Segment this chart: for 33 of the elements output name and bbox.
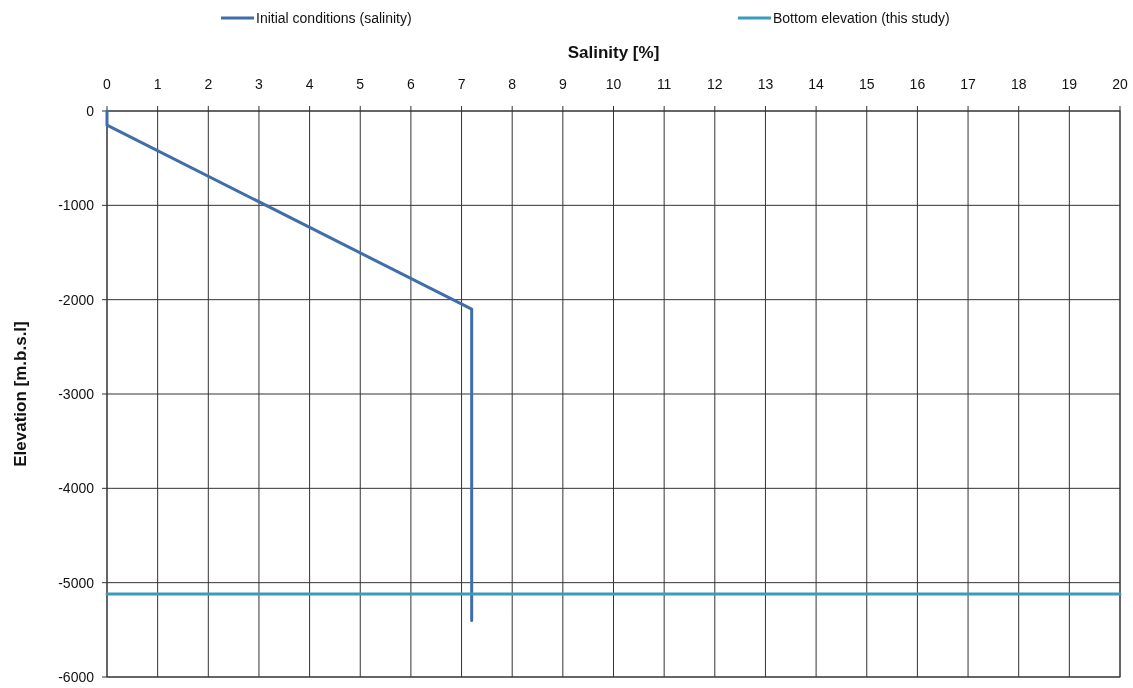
x-tick-label: 10 <box>605 76 622 92</box>
x-tick-label: 0 <box>103 76 112 92</box>
y-tick-label: -1000 <box>58 197 95 214</box>
y-tick-label: 0 <box>86 103 95 119</box>
y-tick-label: -3000 <box>58 386 95 402</box>
x-tick-label: 9 <box>558 76 567 92</box>
x-tick-label: 7 <box>457 76 466 92</box>
legend-label: Bottom elevation (this study) <box>773 10 950 26</box>
x-tick-label: 3 <box>255 76 264 92</box>
y-tick-label: -5000 <box>58 574 95 591</box>
legend-label: Initial conditions (salinity) <box>256 10 412 26</box>
x-tick-label: 13 <box>757 76 774 92</box>
x-tick-label: 15 <box>858 76 875 92</box>
x-tick-label: 1 <box>153 76 162 92</box>
y-tick-label: -2000 <box>58 291 95 308</box>
x-axis-title: Salinity [%] <box>567 43 660 62</box>
x-tick-label: 20 <box>1112 76 1128 92</box>
x-tick-label: 5 <box>356 76 365 92</box>
x-tick-label: 18 <box>1010 76 1027 92</box>
x-tick-label: 14 <box>808 76 825 92</box>
y-axis-title: Elevation [m.b.s.l] <box>11 321 30 467</box>
x-tick-label: 11 <box>656 76 672 92</box>
y-tick-label: -6000 <box>58 669 95 685</box>
x-tick-label: 17 <box>960 76 977 92</box>
x-tick-label: 8 <box>508 76 517 92</box>
y-tick-label: -4000 <box>58 480 95 497</box>
x-tick-label: 2 <box>204 76 213 92</box>
x-tick-label: 19 <box>1061 76 1078 92</box>
x-tick-label: 4 <box>305 76 314 92</box>
x-tick-label: 12 <box>707 76 723 92</box>
x-tick-label: 6 <box>407 76 415 92</box>
line-series <box>105 109 474 622</box>
x-tick-label: 16 <box>909 76 926 92</box>
